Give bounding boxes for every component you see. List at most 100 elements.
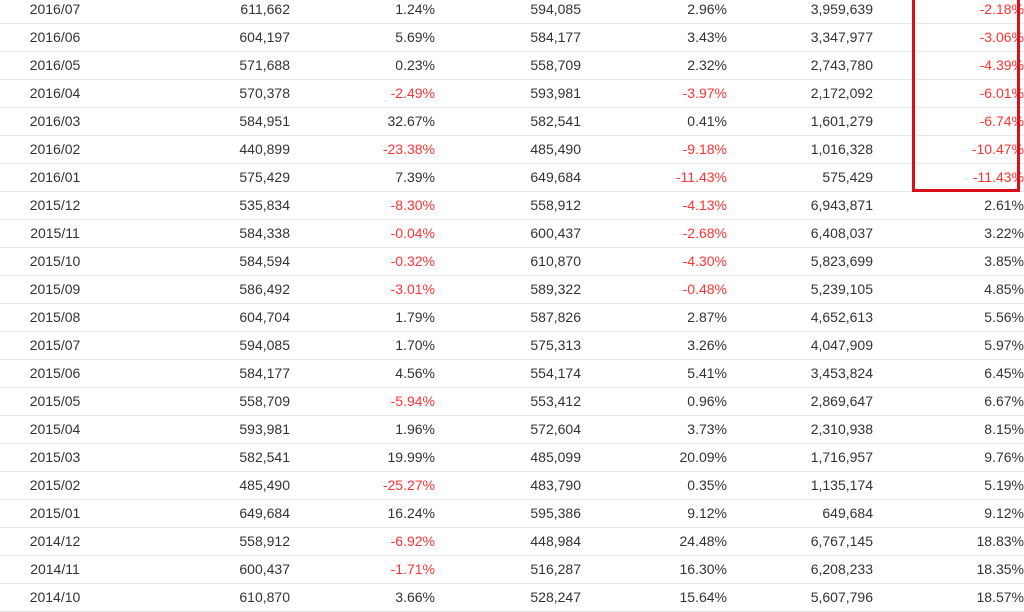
cumulative-cell: 1,135,174 xyxy=(727,471,873,500)
value-cell: 440,899 xyxy=(110,135,290,164)
change-cell: -11.43% xyxy=(581,163,727,192)
change-cell: -0.32% xyxy=(290,247,435,276)
table-row: 2015/06 584,177 4.56% 554,174 5.41% 3,453,824… xyxy=(0,359,1024,388)
change-cell: 3.66% xyxy=(290,583,435,612)
change-cell: 3.43% xyxy=(581,23,727,52)
value-cell: 572,604 xyxy=(435,415,581,444)
table-row: 2014/11 600,437 -1.71% 516,287 16.30% 6,208,2… xyxy=(0,555,1024,584)
cumulative-change-cell: -6.01% xyxy=(873,79,1024,108)
cumulative-cell: 649,684 xyxy=(727,499,873,528)
cumulative-cell: 6,767,145 xyxy=(727,527,873,556)
change-cell: 19.99% xyxy=(290,443,435,472)
change-cell: -3.97% xyxy=(581,79,727,108)
cumulative-cell: 3,347,977 xyxy=(727,23,873,52)
value-cell: 483,790 xyxy=(435,471,581,500)
value-cell: 485,099 xyxy=(435,443,581,472)
change-cell: 3.26% xyxy=(581,331,727,360)
cumulative-cell: 1,716,957 xyxy=(727,443,873,472)
value-cell: 584,177 xyxy=(110,359,290,388)
value-cell: 535,834 xyxy=(110,191,290,220)
cumulative-change-cell: 3.85% xyxy=(873,247,1024,276)
cumulative-change-cell: 18.83% xyxy=(873,527,1024,556)
month-cell: 2015/07 xyxy=(0,331,110,360)
month-cell: 2014/11 xyxy=(0,555,110,584)
cumulative-cell: 2,743,780 xyxy=(727,51,873,80)
month-cell: 2015/01 xyxy=(0,499,110,528)
value-cell: 586,492 xyxy=(110,275,290,304)
month-cell: 2016/06 xyxy=(0,23,110,52)
change-cell: 32.67% xyxy=(290,107,435,136)
change-cell: -6.92% xyxy=(290,527,435,556)
cumulative-change-cell: 5.97% xyxy=(873,331,1024,360)
change-cell: -2.68% xyxy=(581,219,727,248)
table-row: 2015/09 586,492 -3.01% 589,322 -0.48% 5,239,1… xyxy=(0,275,1024,304)
value-cell: 485,490 xyxy=(110,471,290,500)
month-cell: 2015/11 xyxy=(0,219,110,248)
month-cell: 2015/12 xyxy=(0,191,110,220)
change-cell: 9.12% xyxy=(581,499,727,528)
table-row: 2016/04 570,378 -2.49% 593,981 -3.97% 2,172,0… xyxy=(0,79,1024,108)
cumulative-change-cell: 6.67% xyxy=(873,387,1024,416)
change-cell: 1.79% xyxy=(290,303,435,332)
value-cell: 554,174 xyxy=(435,359,581,388)
table-row: 2016/06 604,197 5.69% 584,177 3.43% 3,347,977… xyxy=(0,23,1024,52)
value-cell: 570,378 xyxy=(110,79,290,108)
month-cell: 2015/03 xyxy=(0,443,110,472)
change-cell: 20.09% xyxy=(581,443,727,472)
value-cell: 594,085 xyxy=(110,331,290,360)
change-cell: 0.41% xyxy=(581,107,727,136)
cumulative-change-cell: -10.47% xyxy=(873,135,1024,164)
month-cell: 2016/05 xyxy=(0,51,110,80)
table-row: 2016/05 571,688 0.23% 558,709 2.32% 2,743,780… xyxy=(0,51,1024,80)
value-cell: 594,085 xyxy=(435,0,581,24)
value-cell: 584,594 xyxy=(110,247,290,276)
month-cell: 2014/10 xyxy=(0,583,110,612)
month-cell: 2016/03 xyxy=(0,107,110,136)
value-cell: 558,709 xyxy=(110,387,290,416)
cumulative-change-cell: 5.19% xyxy=(873,471,1024,500)
value-cell: 604,704 xyxy=(110,303,290,332)
value-cell: 611,662 xyxy=(110,0,290,24)
change-cell: -3.01% xyxy=(290,275,435,304)
month-cell: 2015/06 xyxy=(0,359,110,388)
value-cell: 516,287 xyxy=(435,555,581,584)
change-cell: 5.41% xyxy=(581,359,727,388)
change-cell: -23.38% xyxy=(290,135,435,164)
change-cell: 0.23% xyxy=(290,51,435,80)
value-cell: 571,688 xyxy=(110,51,290,80)
value-cell: 610,870 xyxy=(435,247,581,276)
value-cell: 582,541 xyxy=(435,107,581,136)
value-cell: 582,541 xyxy=(110,443,290,472)
cumulative-change-cell: 3.22% xyxy=(873,219,1024,248)
change-cell: -0.04% xyxy=(290,219,435,248)
table-row: 2015/10 584,594 -0.32% 610,870 -4.30% 5,823,6… xyxy=(0,247,1024,276)
value-cell: 593,981 xyxy=(110,415,290,444)
month-cell: 2015/04 xyxy=(0,415,110,444)
value-cell: 589,322 xyxy=(435,275,581,304)
value-cell: 485,490 xyxy=(435,135,581,164)
cumulative-change-cell: -4.39% xyxy=(873,51,1024,80)
change-cell: 3.73% xyxy=(581,415,727,444)
month-cell: 2015/05 xyxy=(0,387,110,416)
table-row: 2016/01 575,429 7.39% 649,684 -11.43% 575,429… xyxy=(0,163,1024,192)
cumulative-cell: 4,652,613 xyxy=(727,303,873,332)
cumulative-cell: 6,208,233 xyxy=(727,555,873,584)
cumulative-change-cell: 9.12% xyxy=(873,499,1024,528)
change-cell: 1.70% xyxy=(290,331,435,360)
month-cell: 2015/02 xyxy=(0,471,110,500)
cumulative-cell: 1,601,279 xyxy=(727,107,873,136)
change-cell: 5.69% xyxy=(290,23,435,52)
change-cell: 24.48% xyxy=(581,527,727,556)
value-cell: 604,197 xyxy=(110,23,290,52)
change-cell: 1.24% xyxy=(290,0,435,24)
month-cell: 2015/10 xyxy=(0,247,110,276)
value-cell: 600,437 xyxy=(110,555,290,584)
cumulative-cell: 6,943,871 xyxy=(727,191,873,220)
table-row: 2016/03 584,951 32.67% 582,541 0.41% 1,601,27… xyxy=(0,107,1024,136)
value-cell: 593,981 xyxy=(435,79,581,108)
cumulative-cell: 5,239,105 xyxy=(727,275,873,304)
table-row: 2015/01 649,684 16.24% 595,386 9.12% 649,684 9… xyxy=(0,499,1024,528)
value-cell: 584,338 xyxy=(110,219,290,248)
cumulative-change-cell: 8.15% xyxy=(873,415,1024,444)
